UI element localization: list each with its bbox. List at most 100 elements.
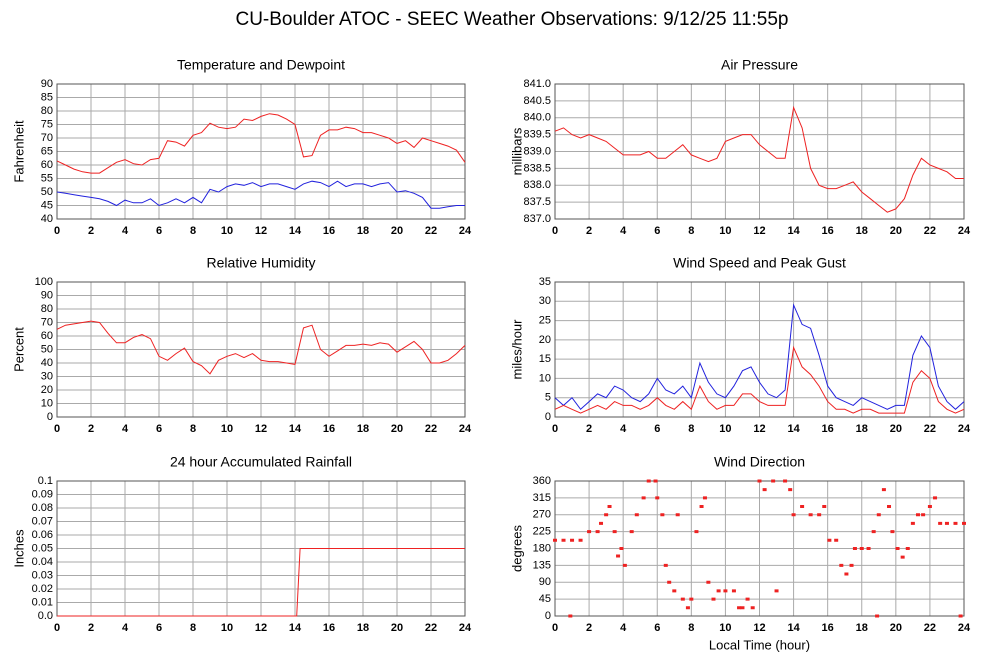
y-tick-label: 0: [545, 610, 551, 622]
plot-frame: [56, 281, 466, 418]
x-tick-label: 22: [425, 622, 437, 634]
x-tick-label: 4: [122, 423, 129, 435]
y-tick-label: 85: [41, 91, 53, 103]
x-tick-label: 10: [719, 622, 731, 634]
x-tick-label: 20: [890, 622, 902, 634]
data-line: [554, 303, 965, 411]
data-point: [667, 580, 672, 584]
y-tick-label: 25: [539, 314, 551, 326]
data-point: [774, 589, 779, 593]
data-point: [827, 538, 832, 542]
y-tick-label: 30: [539, 295, 551, 307]
data-point: [859, 547, 864, 550]
x-tick-label: 2: [586, 622, 592, 634]
data-point: [927, 505, 932, 508]
data-point: [808, 513, 813, 517]
x-tick-label: 18: [856, 423, 868, 435]
y-tick-label: 60: [41, 330, 53, 342]
data-point: [876, 513, 881, 517]
x-tick-label: 8: [688, 622, 694, 634]
x-tick-label: 8: [688, 225, 694, 237]
x-tick-label: 20: [391, 225, 403, 237]
y-tick-label: 70: [41, 316, 53, 328]
x-tick-label: 24: [459, 423, 472, 435]
data-point: [711, 597, 716, 601]
y-axis-label: degrees: [509, 525, 524, 572]
data-point: [612, 530, 617, 534]
x-tick-label: 18: [856, 225, 868, 237]
x-tick-label: 16: [822, 225, 834, 237]
data-point: [849, 563, 854, 567]
x-tick-label: 10: [221, 423, 233, 435]
x-tick-label: 16: [822, 622, 834, 634]
chart-title: Temperature and Dewpoint: [177, 57, 345, 73]
chart-title: Wind Speed and Peak Gust: [673, 255, 846, 271]
y-tick-label: 10: [539, 372, 551, 384]
x-tick-label: 18: [856, 622, 868, 634]
data-point: [685, 606, 690, 610]
data-point: [731, 589, 736, 593]
x-tick-label: 18: [357, 423, 369, 435]
y-tick-label: 135: [533, 559, 551, 571]
y-tick-label: 20: [539, 334, 551, 346]
x-tick-label: 0: [552, 622, 558, 634]
data-point: [689, 597, 694, 601]
data-point: [675, 513, 680, 517]
x-tick-label: 14: [787, 423, 800, 435]
data-point: [866, 547, 871, 550]
y-tick-label: 0.09: [32, 488, 53, 500]
y-tick-label: 40: [41, 357, 53, 369]
x-tick-label: 22: [425, 423, 437, 435]
x-tick-label: 20: [890, 423, 902, 435]
y-tick-label: 225: [533, 526, 551, 538]
x-tick-label: 0: [54, 423, 60, 435]
y-tick-label: 0.07: [32, 515, 53, 527]
data-point: [653, 479, 658, 483]
x-tick-label: 24: [459, 622, 472, 634]
data-point: [737, 606, 742, 610]
x-tick-label: 14: [787, 225, 800, 237]
y-tick-label: 0.08: [32, 502, 53, 514]
data-point: [655, 496, 660, 500]
x-tick-label: 16: [323, 225, 335, 237]
data-point: [834, 538, 839, 542]
data-point: [788, 488, 793, 492]
data-point: [561, 538, 566, 542]
x-tick-label: 12: [255, 423, 267, 435]
y-tick-label: 837.5: [523, 196, 551, 208]
y-tick-label: 75: [41, 118, 53, 130]
data-point: [641, 496, 646, 500]
y-tick-label: 55: [41, 172, 53, 184]
y-tick-label: 80: [41, 105, 53, 117]
y-tick-label: 45: [539, 593, 551, 605]
x-tick-label: 0: [552, 423, 558, 435]
x-tick-label: 10: [719, 225, 731, 237]
data-point: [895, 547, 900, 550]
y-tick-label: 90: [41, 289, 53, 301]
x-tick-label: 4: [620, 225, 627, 237]
x-tick-label: 0: [54, 622, 60, 634]
y-axis-label: miles/hour: [509, 319, 524, 380]
y-tick-label: 90: [539, 576, 551, 588]
y-axis-label: Fahrenheit: [11, 120, 26, 183]
y-tick-label: 50: [41, 186, 53, 198]
x-tick-label: 16: [822, 423, 834, 435]
y-axis-label: Inches: [11, 529, 26, 568]
y-tick-label: 5: [545, 392, 551, 404]
x-tick-label: 4: [122, 622, 129, 634]
x-tick-label: 18: [357, 225, 369, 237]
x-tick-label: 12: [255, 622, 267, 634]
y-tick-label: 45: [41, 199, 53, 211]
y-tick-label: 90: [41, 78, 53, 90]
x-tick-label: 22: [924, 423, 936, 435]
data-point: [599, 521, 604, 525]
data-point: [619, 547, 624, 550]
data-point: [646, 479, 651, 483]
data-point: [702, 496, 707, 500]
data-point: [706, 580, 711, 584]
x-tick-label: 12: [753, 423, 765, 435]
x-tick-label: 2: [88, 622, 94, 634]
x-tick-label: 10: [719, 423, 731, 435]
data-point: [822, 505, 827, 508]
